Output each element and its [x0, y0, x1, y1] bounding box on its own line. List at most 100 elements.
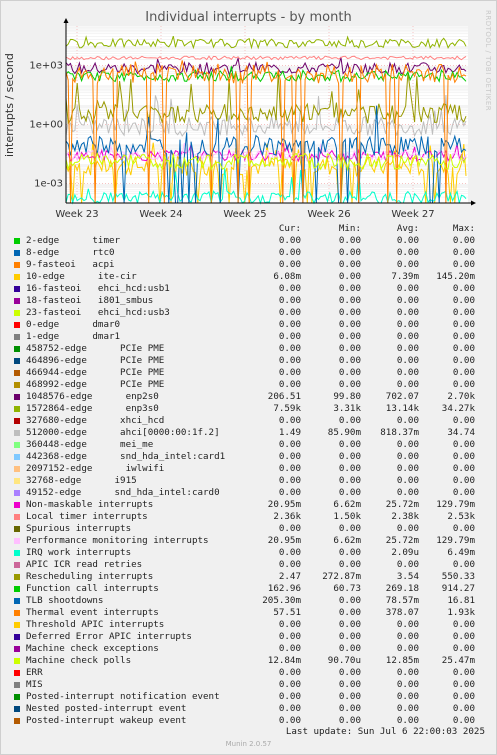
legend-value-max: 0.00: [452, 367, 475, 378]
legend-value-avg: 13.14k: [385, 403, 419, 414]
legend-value-max: 34.74: [447, 427, 475, 438]
legend-value-avg: 0.00: [396, 247, 419, 258]
legend-row: 512000-edge ahci[0000:00:1f.2] 1.49 85.90m…: [14, 427, 494, 439]
x-tick-label: Week 27: [391, 209, 434, 220]
series-line: [65, 152, 467, 172]
legend-value-cur: 0.00: [278, 475, 301, 486]
legend-value-max: 0.00: [452, 331, 475, 342]
legend-value-max: 0.00: [452, 715, 475, 726]
legend-value-max: 0.00: [452, 703, 475, 714]
series-line: [65, 168, 467, 205]
legend-series-name: APIC ICR read retries: [26, 559, 143, 570]
legend-value-min: 0.00: [338, 475, 361, 486]
legend-value-max: 0.00: [452, 451, 475, 462]
x-tick-label: Week 25: [223, 209, 266, 220]
legend-row: 0-edge dmar0 0.00 0.00 0.00 0.00: [14, 319, 494, 331]
legend-value-cur: 0.00: [278, 619, 301, 630]
legend-value-min: 0.00: [338, 319, 361, 330]
legend-value-cur: 0.00: [278, 415, 301, 426]
legend-value-avg: 0.00: [396, 451, 419, 462]
legend-row: Deferred Error APIC interrupts 0.00 0.00 0.…: [14, 631, 494, 643]
legend-value-max: 129.79m: [436, 499, 475, 510]
legend-value-min: 0.00: [338, 487, 361, 498]
legend-swatch: [14, 562, 20, 568]
legend-value-min: 0.00: [338, 667, 361, 678]
legend-value-cur: 6.08m: [273, 271, 301, 282]
legend-value-min: 0.00: [338, 355, 361, 366]
legend-value-avg: 0.00: [396, 691, 419, 702]
legend-series-name: 512000-edge ahci[0000:00:1f.2]: [26, 427, 220, 438]
legend-value-max: 914.27: [441, 583, 475, 594]
legend-series-name: 0-edge dmar0: [26, 319, 121, 330]
legend-series-name: 458752-edge PCIe PME: [26, 343, 165, 354]
legend-value-min: 0.00: [338, 367, 361, 378]
legend-value-avg: 7.39m: [391, 271, 419, 282]
legend-rows: 2-edge timer 0.00 0.00 0.00 0.00 8-edge rtc0 0…: [14, 235, 494, 727]
legend-series-name: Thermal event interrupts: [26, 607, 159, 618]
legend-value-avg: 0.00: [396, 559, 419, 570]
legend-row: 466944-edge PCIe PME 0.00 0.00 0.00 0.00: [14, 367, 494, 379]
x-tick-label: Week 26: [307, 209, 350, 220]
legend-value-min: 0.00: [338, 307, 361, 318]
legend-value-min: 1.50k: [333, 511, 361, 522]
series-line: [65, 35, 467, 50]
legend-row: 32768-edge i915 0.00 0.00 0.00 0.00: [14, 475, 494, 487]
legend-series-name: MIS: [26, 679, 43, 690]
legend-value-min: 0.00: [338, 259, 361, 270]
legend: Cur: Min: Avg: Max: 2-edge timer 0.00 0.00…: [14, 223, 494, 727]
legend-series-name: 1-edge dmar1: [26, 331, 121, 342]
legend-row: Machine check exceptions 0.00 0.00 0.00 0.00: [14, 643, 494, 655]
legend-row: Posted-interrupt wakeup event 0.00 0.00 0.0…: [14, 715, 494, 727]
legend-value-cur: 0.00: [278, 379, 301, 390]
legend-value-cur: 1.49: [278, 427, 301, 438]
legend-row: 2097152-edge iwlwifi 0.00 0.00 0.00 0.00: [14, 463, 494, 475]
legend-value-cur: 0.00: [278, 679, 301, 690]
legend-series-name: IRQ work interrupts: [26, 547, 132, 558]
legend-value-min: 0.00: [338, 619, 361, 630]
legend-value-min: 0.00: [338, 607, 361, 618]
legend-value-max: 16.81: [447, 595, 475, 606]
legend-value-max: 0.00: [452, 415, 475, 426]
legend-value-avg: 25.72m: [385, 499, 419, 510]
legend-series-name: Local timer interrupts: [26, 511, 148, 522]
legend-series-name: TLB shootdowns: [26, 595, 104, 606]
legend-row: 327680-edge xhci_hcd 0.00 0.00 0.00 0.00: [14, 415, 494, 427]
legend-value-avg: 3.54: [396, 571, 419, 582]
legend-value-min: 272.87m: [322, 571, 361, 582]
legend-swatch: [14, 382, 20, 388]
series-line: [65, 94, 467, 138]
legend-value-avg: 378.07: [385, 607, 419, 618]
legend-value-max: 0.00: [452, 259, 475, 270]
legend-value-max: 6.49m: [447, 547, 475, 558]
legend-value-max: 0.00: [452, 319, 475, 330]
legend-value-cur: 0.00: [278, 667, 301, 678]
legend-row: 468992-edge PCIe PME 0.00 0.00 0.00 0.00: [14, 379, 494, 391]
legend-value-cur: 20.95m: [267, 499, 301, 510]
legend-value-min: 0.00: [338, 463, 361, 474]
legend-swatch: [14, 334, 20, 340]
legend-value-avg: 2.38k: [391, 511, 419, 522]
legend-swatch: [14, 502, 20, 508]
legend-value-min: 0.00: [338, 559, 361, 570]
legend-row: Function call interrupts 162.96 60.73 269.1…: [14, 583, 494, 595]
legend-series-name: Machine check polls: [26, 655, 132, 666]
legend-value-cur: 12.84m: [267, 655, 301, 666]
legend-series-name: 23-fasteoi ehci_hcd:usb3: [26, 307, 170, 318]
legend-row: 1-edge dmar1 0.00 0.00 0.00 0.00: [14, 331, 494, 343]
legend-series-name: 8-edge rtc0: [26, 247, 115, 258]
legend-value-avg: 0.00: [396, 703, 419, 714]
legend-value-cur: 0.00: [278, 439, 301, 450]
legend-swatch: [14, 370, 20, 376]
legend-row: 442368-edge snd_hda_intel:card1 0.00 0.00 0…: [14, 451, 494, 463]
legend-value-cur: 0.00: [278, 559, 301, 570]
y-tick-label: 1e-03: [34, 178, 63, 189]
legend-value-cur: 7.59k: [273, 403, 301, 414]
legend-swatch: [14, 418, 20, 424]
legend-value-min: 99.80: [333, 391, 361, 402]
legend-swatch: [14, 490, 20, 496]
legend-value-max: 25.47m: [441, 655, 475, 666]
legend-value-cur: 0.00: [278, 295, 301, 306]
legend-value-avg: 0.00: [396, 331, 419, 342]
legend-swatch: [14, 478, 20, 484]
legend-value-max: 0.00: [452, 235, 475, 246]
